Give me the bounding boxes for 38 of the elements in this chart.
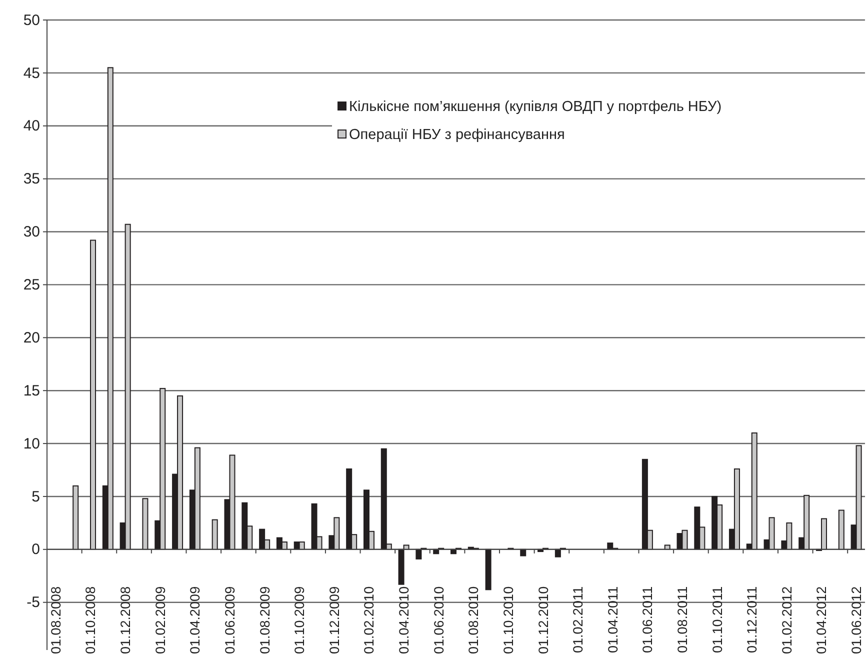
x-tick-label: 01.08.2011 (674, 586, 690, 653)
y-tick-label: 15 (23, 382, 40, 400)
legend-label: Кількісне пом’якшення (купівля ОВДП у портфель НБУ) (349, 99, 722, 115)
x-tick-label: 01.12.2008 (118, 586, 134, 654)
y-tick-label: 5 (32, 488, 40, 506)
y-tick-label: 20 (23, 329, 40, 346)
x-tick-label: 01.04.2009 (188, 586, 203, 654)
y-tick-label: 25 (23, 276, 40, 294)
x-tick-label: 01.12.2010 (536, 586, 551, 654)
x-tick-label: 01.04.2011 (605, 586, 620, 653)
y-tick-label: 50 (23, 12, 40, 29)
x-tick-label: 01.08.2009 (257, 586, 272, 654)
x-tick-label: 01.10.2008 (83, 586, 98, 654)
x-tick-label: 01.06.2009 (222, 586, 238, 654)
x-tick-label: 01.06.2012 (849, 586, 864, 654)
x-tick-label: 01.02.2011 (570, 586, 586, 653)
y-tick-label: 0 (32, 541, 40, 558)
y-tick-label: -5 (26, 594, 40, 612)
x-tick-label: 01.06.2011 (640, 586, 656, 653)
x-tick-label: 01.02.2012 (779, 586, 794, 654)
x-tick-label: 01.10.2009 (292, 586, 308, 654)
x-tick-label: 01.04.2012 (814, 586, 830, 654)
legend-label: Операції НБУ з рефінансування (349, 127, 565, 143)
x-tick-label: 01.12.2009 (326, 586, 342, 654)
y-tick-label: 10 (23, 435, 40, 452)
y-tick-label: 35 (23, 170, 40, 188)
y-tick-label: 30 (23, 224, 40, 241)
y-tick-label: 40 (23, 118, 40, 135)
y-tick-label: 45 (23, 64, 40, 82)
x-tick-label: 01.06.2010 (431, 586, 446, 654)
x-tick-label: 01.02.2009 (152, 586, 168, 654)
x-tick-label: 01.10.2011 (710, 586, 725, 653)
x-tick-label: 01.10.2010 (500, 586, 516, 654)
x-tick-label: 01.02.2010 (362, 586, 377, 654)
x-tick-label: 01.08.2008 (48, 586, 64, 654)
x-tick-label: 01.12.2011 (744, 586, 760, 653)
x-tick-label: 01.04.2010 (396, 586, 412, 654)
x-tick-label: 01.08.2010 (466, 586, 482, 654)
